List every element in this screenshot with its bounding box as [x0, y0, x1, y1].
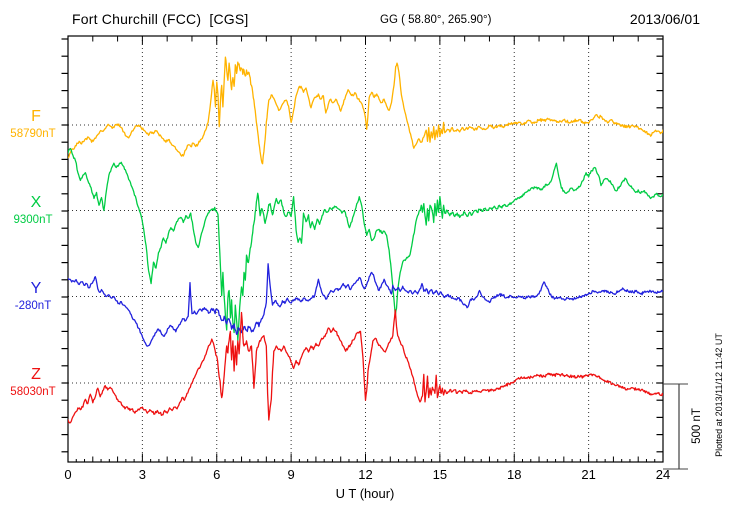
observation-date: 2013/06/01	[629, 11, 700, 27]
scale-bar-label: 500 nT	[691, 408, 703, 444]
geographic-coordinates: GG ( 58.80°, 265.90°)	[380, 14, 492, 26]
trace-X	[68, 147, 663, 342]
plotted-at-note: Plotted at 2013/11/12 11:42 UT	[714, 333, 724, 457]
trace-Y	[68, 263, 663, 347]
trace-F	[68, 56, 663, 165]
trace-Z	[68, 309, 663, 424]
x-axis-title: U T (hour)	[335, 486, 395, 501]
station-title: Fort Churchill (FCC) [CGS]	[72, 11, 249, 27]
